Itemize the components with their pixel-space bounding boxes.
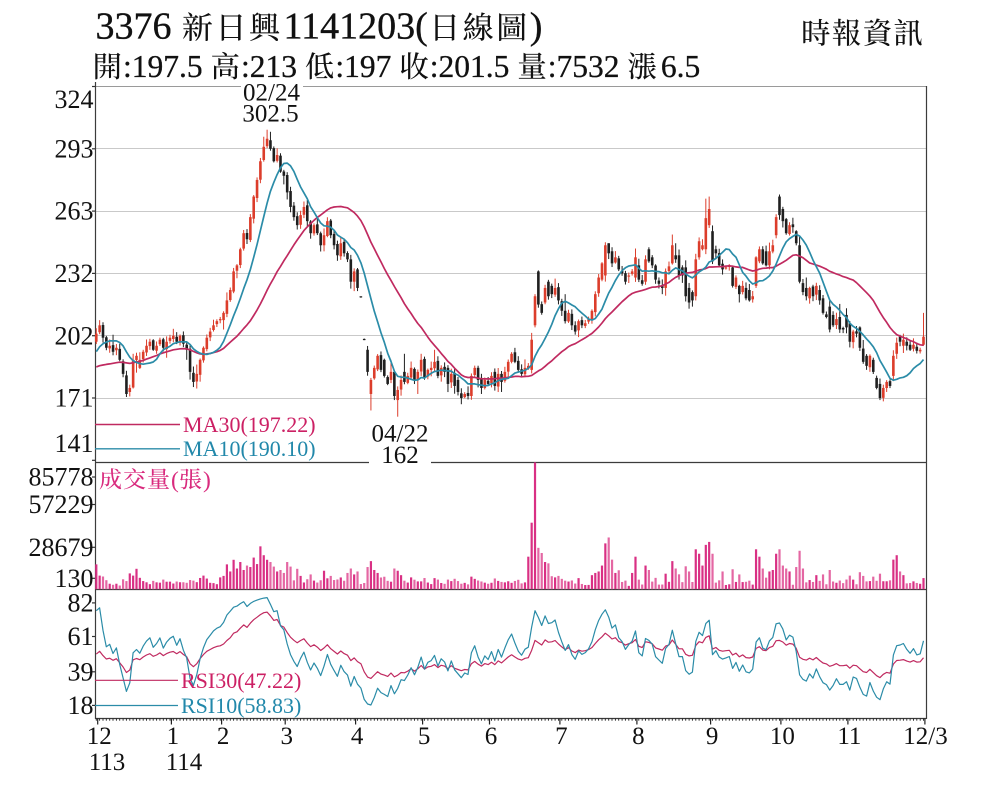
svg-text:232: 232 (55, 259, 94, 288)
svg-text:3: 3 (280, 723, 293, 750)
svg-text:28679: 28679 (29, 533, 94, 562)
svg-text:39: 39 (68, 657, 94, 686)
svg-text:RSI30(47.22): RSI30(47.22) (181, 668, 301, 693)
svg-text:MA10(190.10): MA10(190.10) (183, 436, 316, 461)
svg-text:8: 8 (632, 723, 645, 750)
svg-text::197: :197 (335, 49, 391, 84)
svg-text:02/24: 02/24 (243, 80, 300, 107)
svg-text:302.5: 302.5 (242, 101, 298, 128)
svg-text:114: 114 (166, 749, 203, 776)
svg-text:9: 9 (706, 723, 719, 750)
svg-text::197.5: :197.5 (123, 49, 203, 84)
svg-text:57229: 57229 (29, 490, 94, 519)
svg-text:3376: 3376 (96, 6, 172, 48)
svg-text::7532: :7532 (548, 49, 620, 84)
svg-text:RSI10(58.83): RSI10(58.83) (181, 693, 301, 718)
svg-text:162: 162 (381, 442, 419, 469)
svg-text::201.5: :201.5 (430, 49, 510, 84)
svg-text::213: :213 (241, 49, 297, 84)
svg-text:82: 82 (68, 589, 94, 618)
svg-text:130: 130 (55, 564, 94, 593)
svg-text:04/22: 04/22 (372, 421, 429, 448)
svg-text:202: 202 (55, 321, 94, 350)
svg-text:324: 324 (55, 85, 94, 114)
svg-text:113: 113 (89, 749, 126, 776)
svg-text:7: 7 (555, 723, 568, 750)
svg-text:(: ( (171, 468, 179, 494)
svg-text:4: 4 (351, 723, 364, 750)
svg-text:): ) (203, 468, 211, 494)
svg-text:10: 10 (770, 723, 795, 750)
svg-text:12/3: 12/3 (903, 723, 947, 750)
svg-text:18: 18 (68, 691, 94, 720)
svg-text:171: 171 (55, 384, 94, 413)
svg-text:1141203(: 1141203( (284, 6, 428, 48)
svg-text:61: 61 (68, 622, 94, 651)
svg-text:MA30(197.22): MA30(197.22) (183, 412, 316, 437)
svg-text:11: 11 (837, 723, 861, 750)
svg-text:2: 2 (217, 723, 230, 750)
svg-text:12: 12 (87, 723, 112, 750)
svg-text:293: 293 (55, 134, 94, 163)
svg-text:141: 141 (55, 429, 94, 458)
svg-text:1: 1 (167, 723, 180, 750)
svg-text:6: 6 (485, 723, 498, 750)
svg-text:263: 263 (55, 197, 94, 226)
svg-text:85778: 85778 (29, 463, 94, 492)
svg-text:5: 5 (418, 723, 431, 750)
svg-text:6.5: 6.5 (661, 49, 700, 84)
svg-text:): ) (530, 6, 543, 48)
